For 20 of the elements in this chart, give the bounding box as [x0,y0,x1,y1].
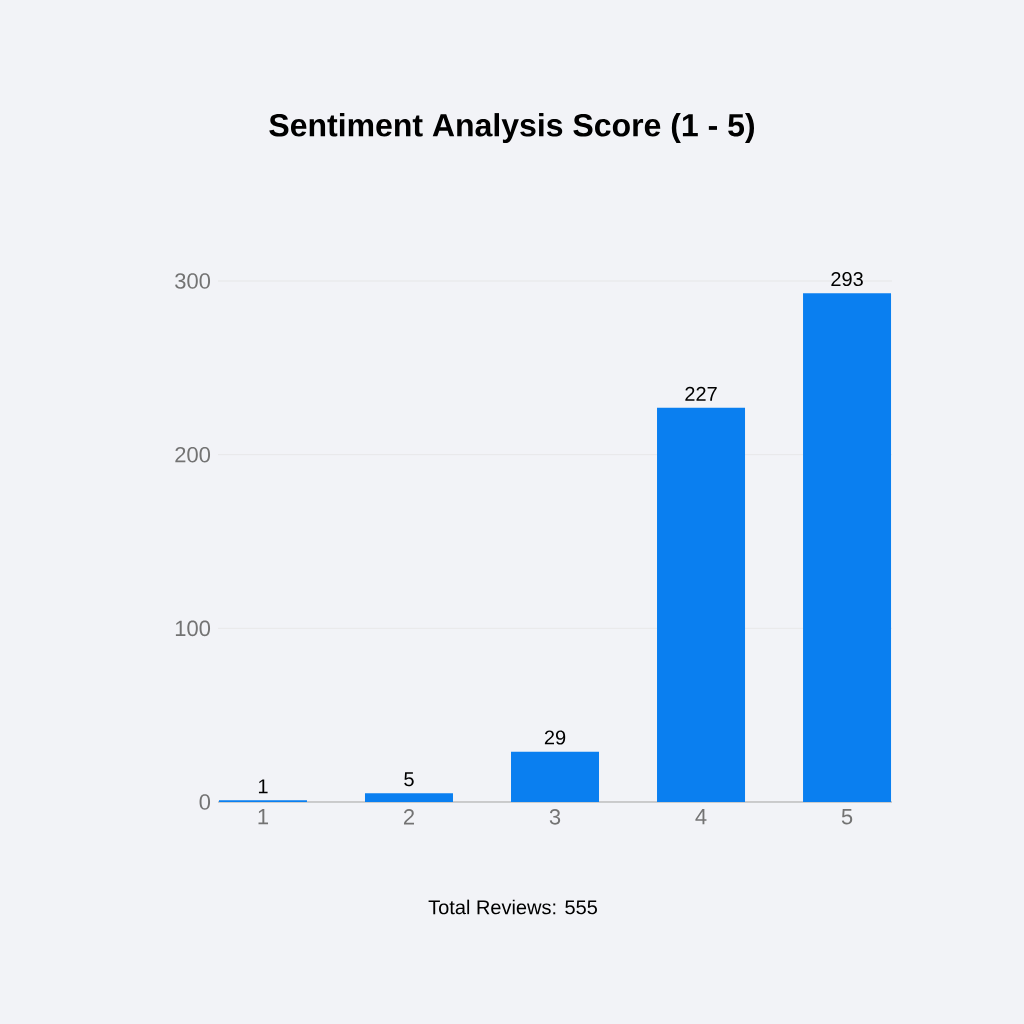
bar [803,293,892,802]
x-tick-label: 2 [403,809,415,825]
x-tick-label: 4 [695,809,707,825]
bar [511,751,600,802]
chart-title: Sentiment Analysis Score (1 - 5) [269,113,755,143]
bar [657,407,746,802]
data-label: 293 [831,271,863,287]
data-label: 29 [544,730,566,745]
y-tick-label: 0 [199,794,211,810]
x-tick-label: 1 [258,809,269,825]
x-tick-label: 3 [549,809,561,825]
x-tick-label: 5 [841,809,853,825]
data-label: 227 [685,386,717,401]
y-tick-label: 300 [175,273,211,289]
y-tick-label: 100 [175,620,211,637]
text: Total Reviews: 555 [428,899,597,915]
bar [364,793,453,802]
data-label: 5 [404,772,414,787]
y-tick-label: 200 [175,446,211,463]
data-label: 1 [258,779,268,794]
